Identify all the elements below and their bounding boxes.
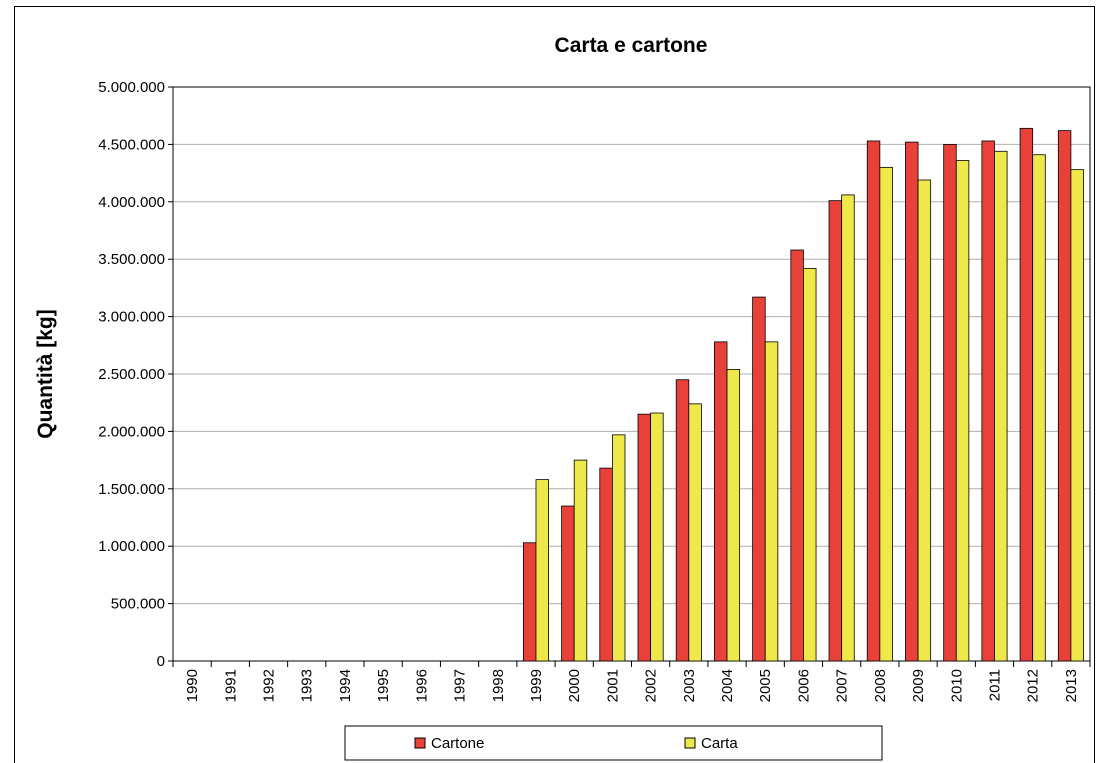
x-tick-label: 1992 (261, 669, 278, 702)
bar (879, 166, 893, 662)
legend (344, 725, 883, 761)
x-tick-label: 2012 (1025, 669, 1042, 702)
legend-label: Carta (701, 735, 738, 752)
x-tick-label: 2006 (795, 669, 812, 702)
bar (790, 249, 804, 662)
bar (573, 459, 588, 662)
y-tick-label: 1.000.000 (98, 538, 165, 555)
bar (828, 200, 843, 662)
x-tick-label: 1991 (222, 669, 239, 702)
bar (637, 413, 652, 662)
bar (599, 467, 613, 662)
x-tick-label: 2013 (1063, 669, 1080, 702)
bar (650, 412, 664, 662)
bar (535, 479, 549, 662)
x-tick-label: 2001 (604, 669, 621, 702)
x-tick-label: 2009 (910, 669, 927, 702)
bar (714, 341, 728, 662)
y-tick-label: 2.500.000 (98, 366, 165, 383)
x-tick-label: 2010 (948, 669, 965, 702)
x-tick-label: 1999 (528, 669, 545, 702)
y-tick-label: 5.000.000 (98, 79, 165, 96)
x-tick-label: 2003 (681, 669, 698, 702)
x-tick-label: 1997 (452, 669, 469, 702)
x-tick-label: 1998 (490, 669, 507, 702)
bar (955, 160, 970, 662)
bar (917, 179, 932, 662)
y-tick-label: 3.000.000 (98, 309, 165, 326)
x-tick-label: 2005 (757, 669, 774, 702)
y-tick-label: 0 (157, 653, 165, 670)
bar (1057, 130, 1072, 662)
y-axis-label: Quantità [kg] (34, 309, 57, 439)
legend-label: Cartone (431, 735, 484, 752)
legend-swatch (684, 737, 696, 749)
bar (1070, 169, 1084, 662)
bar (994, 150, 1008, 662)
y-tick-label: 4.000.000 (98, 194, 165, 211)
bar (726, 369, 741, 662)
frame (14, 6, 1095, 763)
x-tick-label: 2011 (986, 669, 1003, 701)
bar (675, 379, 690, 662)
bar (752, 296, 766, 662)
bar (522, 542, 537, 662)
bar (688, 403, 702, 662)
x-tick-label: 1995 (375, 669, 392, 702)
bar (561, 505, 575, 662)
bar (981, 140, 995, 662)
bar (1019, 127, 1034, 662)
y-tick-label: 3.500.000 (98, 251, 165, 268)
x-tick-label: 1993 (299, 669, 316, 702)
bar (803, 267, 817, 662)
legend-swatch (414, 737, 426, 749)
x-tick-label: 2002 (643, 669, 660, 702)
bar (943, 143, 957, 662)
x-tick-label: 2007 (834, 669, 851, 702)
bar (1032, 154, 1046, 662)
y-tick-label: 4.500.000 (98, 136, 165, 153)
y-tick-label: 1.500.000 (98, 481, 165, 498)
bar (905, 141, 919, 662)
x-tick-label: 1990 (184, 669, 201, 702)
bar (841, 194, 855, 662)
x-tick-label: 2004 (719, 669, 736, 702)
y-tick-label: 500.000 (111, 596, 165, 613)
x-tick-label: 1996 (413, 669, 430, 702)
bar (611, 434, 626, 662)
x-tick-label: 1994 (337, 669, 354, 702)
chart-title: Carta e cartone (555, 34, 708, 57)
x-tick-label: 2000 (566, 669, 583, 702)
bar (866, 140, 881, 662)
x-tick-label: 2008 (872, 669, 889, 702)
bar (764, 341, 779, 662)
y-tick-label: 2.000.000 (98, 423, 165, 440)
